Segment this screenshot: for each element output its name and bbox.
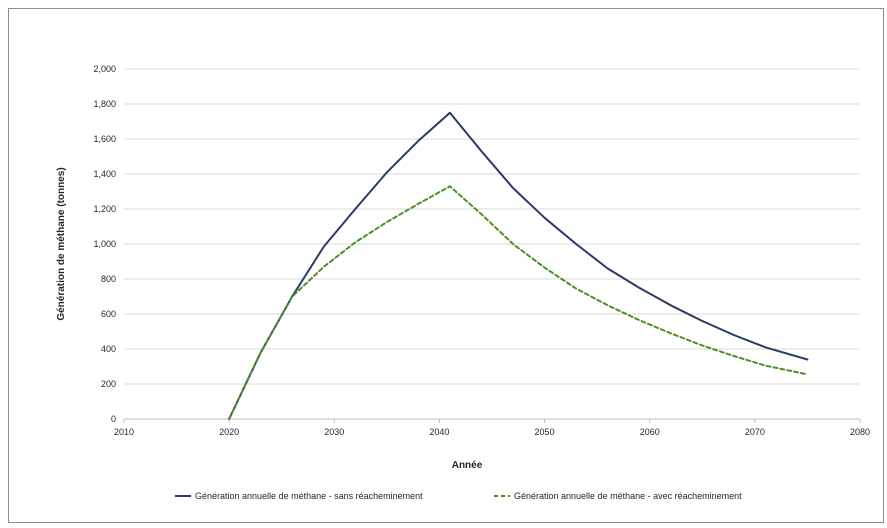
- x-tick-label: 2020: [219, 427, 239, 437]
- y-tick-label: 1,600: [93, 134, 116, 144]
- x-tick-label: 2030: [324, 427, 344, 437]
- y-tick-label: 0: [111, 414, 116, 424]
- y-tick-label: 1,200: [93, 204, 116, 214]
- y-tick-label: 600: [101, 309, 116, 319]
- y-tick-labels: 0 200 400 600 800 1,000 1,200 1,400 1,600 1,800 2,…: [93, 64, 116, 424]
- y-tick-label: 2,000: [93, 64, 116, 74]
- x-axis-title: Année: [452, 460, 483, 471]
- x-tick-label: 2050: [535, 427, 555, 437]
- axes: [123, 418, 861, 423]
- chart-frame: [8, 8, 884, 523]
- x-tick-label: 2060: [640, 427, 660, 437]
- y-tick-label: 200: [101, 379, 116, 389]
- x-tick-label: 2010: [114, 427, 134, 437]
- series-line-sans-reacheminement: [228, 111, 809, 420]
- x-tick-labels: 2010 2020 2030 2040 2050 2060 2070 2080: [114, 427, 870, 437]
- series-line-avec-reacheminement: [228, 185, 809, 420]
- series-lines: [228, 111, 809, 420]
- legend-label: Génération annuelle de méthane - avec ré…: [514, 491, 742, 501]
- y-tick-label: 800: [101, 274, 116, 284]
- y-tick-label: 1,000: [93, 239, 116, 249]
- gridlines: [124, 68, 860, 385]
- y-tick-label: 400: [101, 344, 116, 354]
- x-tick-label: 2040: [429, 427, 449, 437]
- x-tick-label: 2080: [850, 427, 870, 437]
- legend-label: Génération annuelle de méthane - sans ré…: [195, 491, 423, 501]
- y-axis-title: Génération de méthane (tonnes): [56, 167, 67, 320]
- x-tick-label: 2070: [745, 427, 765, 437]
- legend: Génération annuelle de méthane - sans ré…: [175, 491, 742, 501]
- y-tick-label: 1,800: [93, 99, 116, 109]
- y-tick-label: 1,400: [93, 169, 116, 179]
